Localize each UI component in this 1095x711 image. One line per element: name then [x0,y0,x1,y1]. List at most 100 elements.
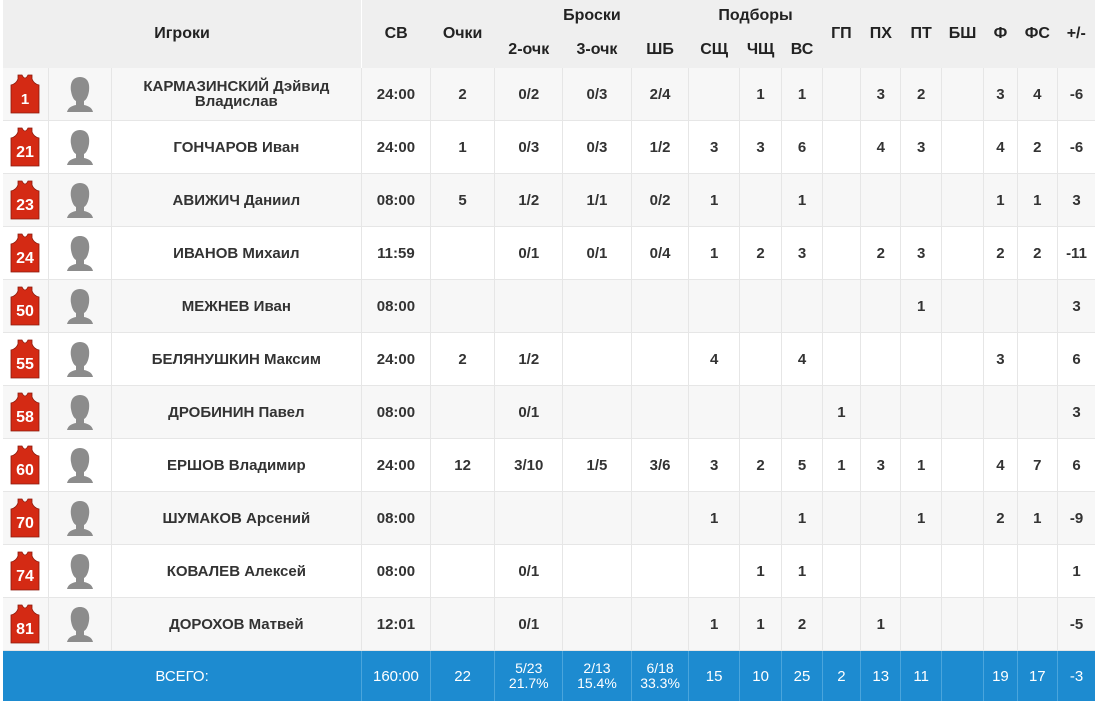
player-row[interactable]: 60 ЕРШОВ Владимир 24:00 12 3/10 1/5 3/6 3 2 5 1 3 1 4… [3,438,1095,492]
stat-fouls: 3 [983,68,1018,121]
player-row[interactable]: 24 ИВАНОВ Михаил 11:59 0/1 0/1 0/4 1 2 3 2 3 2 2 -11 [3,226,1095,280]
player-name[interactable]: КОВАЛЕВ Алексей [110,544,362,598]
player-row[interactable]: 55 БЕЛЯНУШКИН Максим 24:00 2 1/2 4 4 3 6 [3,332,1095,386]
header-fouls-drawn[interactable]: ФС [1017,0,1058,68]
stat-turnovers [860,544,901,598]
stat-minutes: 08:00 [361,173,431,227]
stat-fouls: 4 [983,120,1018,174]
stat-points [429,544,495,598]
header-blocks[interactable]: БШ [941,0,984,68]
player-row[interactable]: 50 МЕЖНЕВ Иван 08:00 1 3 [3,279,1095,333]
player-name[interactable]: МЕЖНЕВ Иван [110,279,362,333]
header-turnovers[interactable]: ПХ [860,0,901,68]
stat-three-pt [562,544,632,598]
stat-off-reb: 1 [738,68,782,121]
header-def-reb[interactable]: СЩ [688,32,740,68]
stat-total-reb: 1 [781,68,823,121]
player-row[interactable]: 1 КАРМАЗИНСКИЙ Дэйвид Владислав 24:00 2 0/2 0… [3,68,1095,121]
stat-turnovers [860,279,901,333]
stat-off-reb [738,173,782,227]
stat-fouls: 1 [983,173,1018,227]
stat-fouls-drawn: 4 [1016,68,1058,121]
stat-points [429,491,495,545]
jersey-number: 55 [17,356,35,373]
stat-fouls [983,544,1018,598]
player-name[interactable]: ЕРШОВ Владимир [110,438,362,492]
player-name[interactable]: ШУМАКОВ Арсений [110,491,362,545]
totals-fouls: 19 [983,650,1018,701]
jersey-number: 1 [21,91,29,108]
stat-steals: 3 [900,120,942,174]
stat-free-throws [630,279,689,333]
stat-plus-minus: 3 [1057,173,1095,227]
header-steals[interactable]: ПТ [900,0,942,68]
stat-blocks [940,385,984,439]
totals-two-pt-pct: 21.7% [508,675,549,691]
header-fouls[interactable]: Ф [983,0,1018,68]
jersey-cell: 60 [3,438,49,492]
stat-fouls-drawn: 1 [1016,173,1058,227]
totals-label: ВСЕГО: [3,650,362,701]
player-name[interactable]: ДРОБИНИН Павел [110,385,362,439]
player-row[interactable]: 21 ГОНЧАРОВ Иван 24:00 1 0/3 0/3 1/2 3 3 6 4 3 4 2 -6 [3,120,1095,174]
totals-off-reb: 10 [738,650,782,701]
stat-fouls-drawn: 2 [1016,120,1058,174]
stat-plus-minus: -11 [1057,226,1095,280]
player-row[interactable]: 23 АВИЖИЧ Даниил 08:00 5 1/2 1/1 0/2 1 1 1 1 3 [3,173,1095,227]
stat-steals [900,597,942,651]
stat-fouls: 4 [983,438,1018,492]
jersey-number: 23 [17,197,35,214]
player-name[interactable]: ДОРОХОВ Матвей [110,597,362,651]
player-name[interactable]: ИВАНОВ Михаил [110,226,362,280]
avatar-cell [47,332,112,386]
header-two-pt[interactable]: 2-очк [494,32,563,68]
avatar-placeholder-icon [66,501,93,536]
stat-minutes: 24:00 [361,68,431,121]
header-assists[interactable]: ГП [822,0,861,68]
header-minutes[interactable]: СВ [361,0,431,68]
stat-minutes: 24:00 [361,438,431,492]
player-row[interactable]: 74 КОВАЛЕВ Алексей 08:00 0/1 1 1 1 [3,544,1095,598]
jersey-cell: 24 [3,226,49,280]
jersey-number: 70 [17,515,35,532]
stat-blocks [940,597,984,651]
header-total-reb[interactable]: ВС [781,32,823,68]
player-row[interactable]: 70 ШУМАКОВ Арсений 08:00 1 1 1 2 1 -9 [3,491,1095,545]
stat-plus-minus: 3 [1057,385,1095,439]
header-points[interactable]: Очки [430,0,495,68]
header-three-pt[interactable]: 3-очк [562,32,632,68]
avatar-cell [47,597,112,651]
player-name[interactable]: ГОНЧАРОВ Иван [110,120,362,174]
stat-points: 5 [429,173,495,227]
player-name[interactable]: АВИЖИЧ Даниил [110,173,362,227]
stat-free-throws: 2/4 [630,68,689,121]
jersey-icon: 55 [11,339,40,379]
stat-plus-minus: 3 [1057,279,1095,333]
stat-points [429,385,495,439]
jersey-cell: 55 [3,332,49,386]
avatar-cell [47,544,112,598]
player-name[interactable]: БЕЛЯНУШКИН Максим [110,332,362,386]
header-free-throws[interactable]: ШБ [631,32,689,68]
stat-free-throws [630,385,689,439]
header-off-reb[interactable]: ЧЩ [739,32,782,68]
stat-fouls-drawn [1016,544,1058,598]
header-plus-minus[interactable]: +/- [1057,0,1095,68]
stat-def-reb: 4 [688,332,740,386]
header-players[interactable]: Игроки [3,0,362,68]
totals-turnovers: 13 [860,650,901,701]
stat-total-reb: 3 [781,226,823,280]
player-row[interactable]: 81 ДОРОХОВ Матвей 12:01 0/1 1 1 2 1 -5 [3,597,1095,651]
stat-total-reb: 5 [781,438,823,492]
jersey-icon: 1 [11,74,40,114]
stat-turnovers [860,385,901,439]
stat-three-pt: 0/3 [562,120,632,174]
jersey-icon: 50 [11,286,40,326]
player-row[interactable]: 58 ДРОБИНИН Павел 08:00 0/1 1 3 [3,385,1095,439]
jersey-cell: 1 [3,68,49,121]
player-name[interactable]: КАРМАЗИНСКИЙ Дэйвид Владислав [110,68,362,121]
avatar-placeholder-icon [66,130,93,165]
stat-blocks [940,226,984,280]
stat-turnovers: 4 [860,120,901,174]
stat-blocks [940,68,984,121]
